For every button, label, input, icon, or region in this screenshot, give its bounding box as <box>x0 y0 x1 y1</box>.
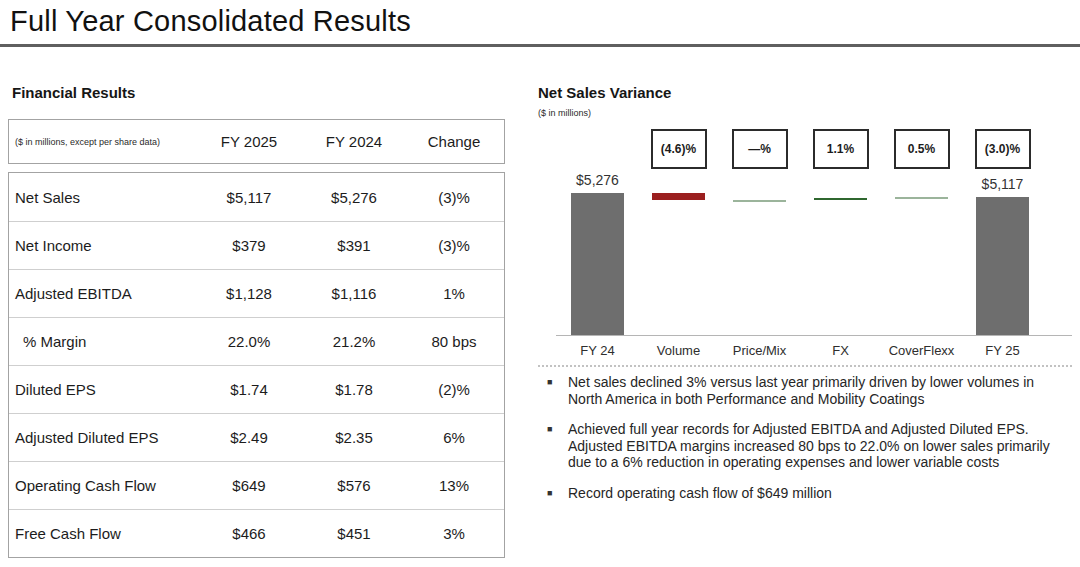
table-row: Free Cash Flow$466$4513% <box>9 509 504 557</box>
cell-change: 13% <box>404 477 504 494</box>
financial-results-panel: Financial Results ($ in millions, except… <box>8 84 505 558</box>
cell-fy2024: $1.78 <box>304 381 404 398</box>
bar-value-label: $5,276 <box>553 172 643 188</box>
financial-table-body: Net Sales$5,117$5,276(3)%Net Income$379$… <box>8 172 505 558</box>
net-sales-variance-panel: Net Sales Variance ($ in millions) $5,27… <box>538 84 1072 567</box>
bullet-text: Record operating cash flow of $649 milli… <box>568 485 832 501</box>
cell-fy2025: $2.49 <box>194 429 304 446</box>
table-row: Operating Cash Flow$649$57613% <box>9 461 504 509</box>
variance-pct-box: (3.0)% <box>975 129 1031 169</box>
cell-fy2025: $379 <box>194 237 304 254</box>
cell-fy2025: 22.0% <box>194 333 304 350</box>
axis-category-label: FY 25 <box>958 343 1048 358</box>
cell-fy2025: $466 <box>194 525 304 542</box>
row-label: Free Cash Flow <box>9 525 194 542</box>
commentary-list: ■ Net sales declined 3% versus last year… <box>538 374 1072 515</box>
list-item: ■ Record operating cash flow of $649 mil… <box>538 485 1072 502</box>
cell-change: (3)% <box>404 237 504 254</box>
waterfall-chart: $5,276 FY 24 (4.6)% Volume —% Price/Mix 1.1% FX… <box>538 120 1072 365</box>
cell-fy2025: $649 <box>194 477 304 494</box>
cell-fy2025: $5,117 <box>194 189 304 206</box>
row-label: Operating Cash Flow <box>9 477 194 494</box>
dotted-divider <box>538 365 1072 367</box>
financial-table-header: ($ in millions, except per share data) F… <box>8 119 505 164</box>
cell-fy2025: $1,128 <box>194 285 304 302</box>
axis-category-label: FY 24 <box>553 343 643 358</box>
table-row: Net Income$379$391(3)% <box>9 221 504 269</box>
bar-value-label: $5,117 <box>958 176 1048 192</box>
cell-fy2024: $576 <box>304 477 404 494</box>
row-label: Diluted EPS <box>9 381 194 398</box>
list-item: ■ Achieved full year records for Adjuste… <box>538 421 1072 471</box>
total-bar <box>571 193 624 335</box>
column-header-fy2025: FY 2025 <box>194 133 304 150</box>
row-label: Net Sales <box>9 189 194 206</box>
table-units-note: ($ in millions, except per share data) <box>9 137 194 147</box>
table-row: Adjusted EBITDA$1,128$1,1161% <box>9 269 504 317</box>
cell-fy2024: $2.35 <box>304 429 404 446</box>
row-label: Net Income <box>9 237 194 254</box>
row-label: Adjusted EBITDA <box>9 285 194 302</box>
table-row: Net Sales$5,117$5,276(3)% <box>9 173 504 221</box>
list-item: ■ Net sales declined 3% versus last year… <box>538 374 1072 407</box>
x-axis-line <box>556 335 1072 336</box>
cell-change: 6% <box>404 429 504 446</box>
bullet-text: Achieved full year records for Adjusted … <box>568 421 1050 470</box>
cell-change: 1% <box>404 285 504 302</box>
cell-fy2024: $5,276 <box>304 189 404 206</box>
delta-bar <box>814 198 867 200</box>
table-row: % Margin22.0%21.2%80 bps <box>9 317 504 365</box>
cell-change: 3% <box>404 525 504 542</box>
page-title: Full Year Consolidated Results <box>10 5 411 38</box>
axis-category-label: FX <box>796 343 886 358</box>
financial-results-heading: Financial Results <box>12 84 505 101</box>
row-label: % Margin <box>9 333 194 350</box>
delta-bar <box>652 193 705 200</box>
cell-change: 80 bps <box>404 333 504 350</box>
bullet-icon: ■ <box>547 488 552 499</box>
row-label: Adjusted Diluted EPS <box>9 429 194 446</box>
cell-fy2024: $451 <box>304 525 404 542</box>
delta-bar <box>733 200 786 202</box>
variance-pct-box: 1.1% <box>813 129 869 169</box>
variance-pct-box: (4.6)% <box>651 129 707 169</box>
axis-category-label: Price/Mix <box>715 343 805 358</box>
axis-category-label: CoverFlexx <box>877 343 967 358</box>
cell-change: (2)% <box>404 381 504 398</box>
column-header-change: Change <box>404 133 504 150</box>
variance-pct-box: 0.5% <box>894 129 950 169</box>
axis-category-label: Volume <box>634 343 724 358</box>
chart-units-note: ($ in millions) <box>538 108 591 118</box>
cell-fy2024: 21.2% <box>304 333 404 350</box>
bullet-icon: ■ <box>547 377 552 388</box>
bullet-text: Net sales declined 3% versus last year p… <box>568 374 1034 407</box>
column-header-fy2024: FY 2024 <box>304 133 404 150</box>
delta-bar <box>895 197 948 199</box>
bullet-icon: ■ <box>547 424 552 435</box>
cell-fy2024: $391 <box>304 237 404 254</box>
title-divider <box>0 44 1080 47</box>
cell-fy2024: $1,116 <box>304 285 404 302</box>
cell-fy2025: $1.74 <box>194 381 304 398</box>
total-bar <box>976 197 1029 335</box>
table-row: Diluted EPS$1.74$1.78(2)% <box>9 365 504 413</box>
table-row: Adjusted Diluted EPS$2.49$2.356% <box>9 413 504 461</box>
slide: Full Year Consolidated Results Financial… <box>0 0 1080 567</box>
variance-pct-box: —% <box>732 129 788 169</box>
chart-title: Net Sales Variance <box>538 84 671 101</box>
cell-change: (3)% <box>404 189 504 206</box>
